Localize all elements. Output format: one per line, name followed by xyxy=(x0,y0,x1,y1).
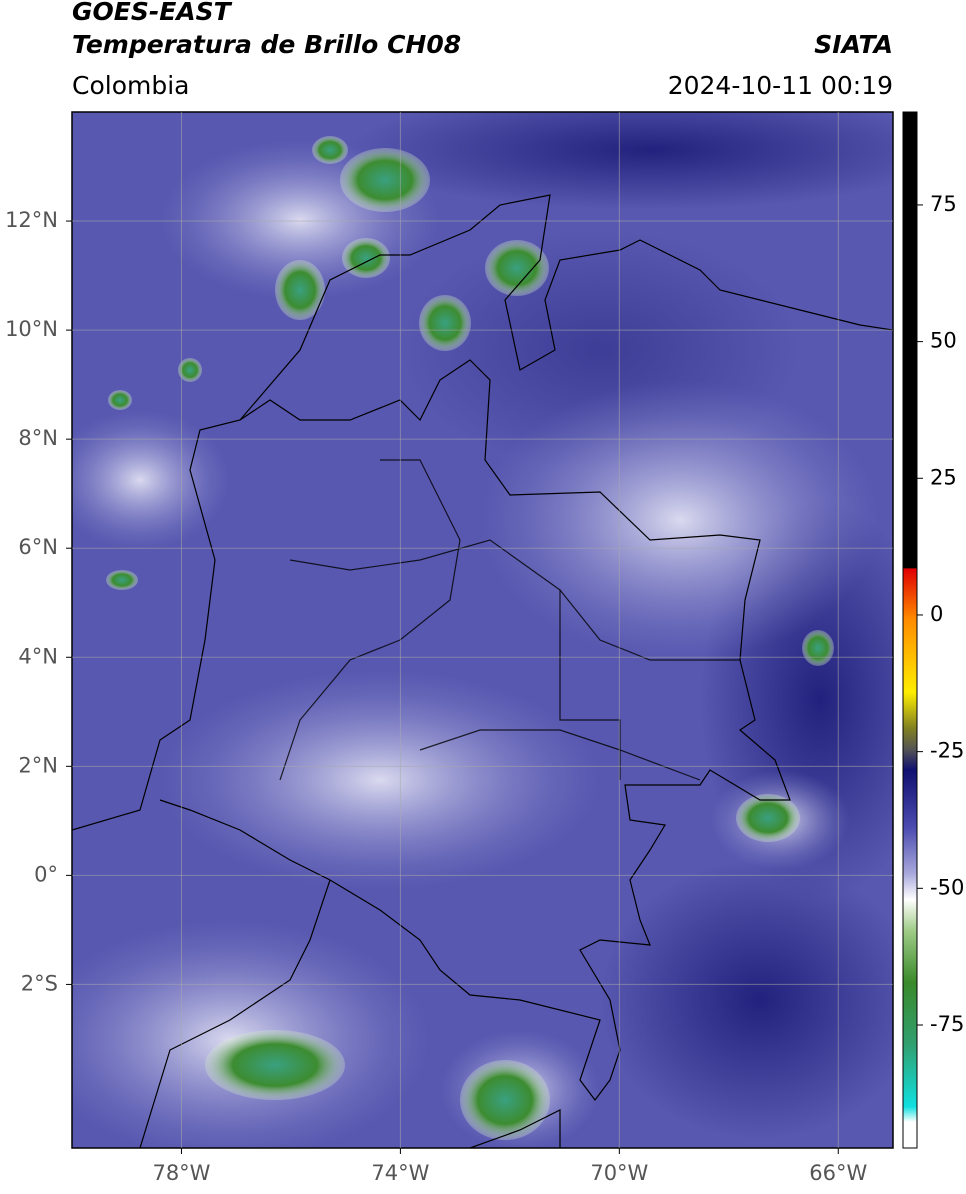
y-tick-label: 8°N xyxy=(18,426,58,450)
region: Colombia xyxy=(72,71,189,100)
y-tick-label: 10°N xyxy=(5,317,58,341)
subtitle: Temperatura de Brillo CH08 xyxy=(72,30,461,59)
y-tick-label: 2°N xyxy=(18,753,58,777)
colorbar-tick-label: -50 xyxy=(930,875,964,899)
satellite-image xyxy=(72,112,893,1148)
colorbar-tick-label: 75 xyxy=(930,192,957,216)
y-tick-label: 12°N xyxy=(5,208,58,232)
datetime: 2024-10-11 00:19 xyxy=(668,71,893,100)
y-tick-label: 0° xyxy=(34,862,58,886)
map-frame xyxy=(71,111,894,1149)
source: SIATA xyxy=(814,30,893,59)
y-tick-label: 6°N xyxy=(18,535,58,559)
x-tick-label: 66°W xyxy=(809,1161,867,1185)
colorbar-tick-label: -75 xyxy=(930,1012,964,1036)
title: GOES-EAST xyxy=(72,0,233,26)
colorbar-tick-label: 25 xyxy=(930,465,957,489)
x-tick-label: 78°W xyxy=(152,1161,210,1185)
x-tick-label: 74°W xyxy=(371,1161,429,1185)
colorbar-tick-label: 50 xyxy=(930,329,957,353)
x-tick-label: 70°W xyxy=(590,1161,648,1185)
y-tick-label: 2°S xyxy=(21,971,58,995)
colorbar-tick-label: 0 xyxy=(930,602,943,626)
y-tick-label: 4°N xyxy=(18,644,58,668)
colorbar xyxy=(902,111,918,1149)
colorbar-tick-label: -25 xyxy=(930,739,964,763)
